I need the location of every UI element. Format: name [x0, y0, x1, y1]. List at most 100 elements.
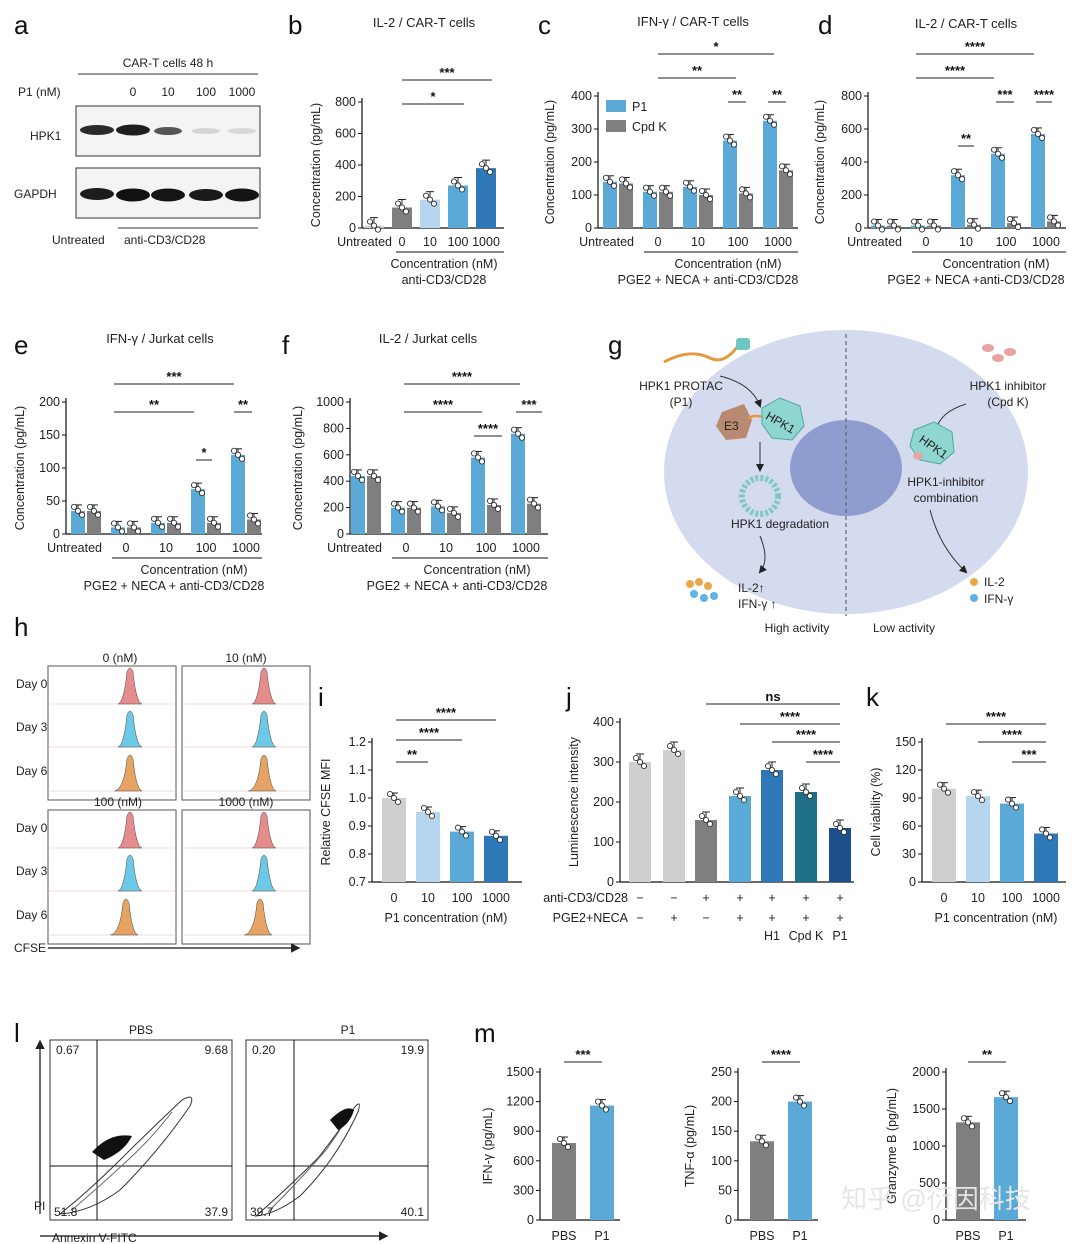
data-point — [366, 468, 374, 475]
y-tick-label: 600 — [335, 127, 356, 141]
y-tick-label: 90 — [902, 791, 916, 805]
data-point — [70, 503, 78, 510]
blot-band — [228, 128, 256, 134]
data-point — [370, 222, 378, 229]
x-tick-label: 10 — [159, 541, 173, 555]
data-point — [398, 508, 406, 515]
data-point — [762, 113, 770, 120]
y-tick-label: 400 — [335, 158, 356, 172]
y-tick-label: 0 — [585, 221, 592, 235]
x-tick-label: 1000 — [1032, 235, 1060, 249]
data-point — [530, 500, 538, 507]
bar — [603, 181, 617, 228]
significance-label: ** — [732, 87, 743, 102]
bar — [994, 1097, 1018, 1220]
data-point — [936, 781, 944, 788]
data-point — [978, 797, 986, 804]
significance-label: *** — [166, 369, 182, 384]
data-point — [438, 507, 446, 514]
chart-m1: 0 300 600 900 1200 1500 IFN-γ (pg/mL) PBS P1 *** — [481, 1047, 620, 1243]
bar — [1000, 803, 1024, 882]
y-tick-label: 400 — [841, 155, 862, 169]
blot-band — [80, 188, 114, 200]
panel-letter-m: m — [474, 1018, 496, 1048]
y-tick-label: 600 — [323, 448, 344, 462]
data-point — [914, 222, 922, 229]
data-point — [154, 519, 162, 526]
bar — [619, 183, 633, 228]
histogram-peak — [248, 754, 277, 792]
bar — [829, 828, 851, 882]
y-tick-label: 0 — [725, 1213, 732, 1227]
protac-molecule-icon — [663, 345, 740, 364]
data-point — [796, 1098, 804, 1105]
data-point — [618, 176, 626, 183]
bar — [643, 191, 657, 228]
x-tick-label: 0 — [399, 235, 406, 249]
x-axis-label-2: PGE2 + NECA +anti-CD3/CD28 — [887, 273, 1064, 287]
y-axis-label: Granzyme B (pg/mL) — [885, 1088, 899, 1204]
histogram-peak — [117, 710, 143, 748]
data-point — [374, 226, 382, 233]
data-point — [458, 186, 466, 193]
blot-p1-label: P1 (nM) — [18, 85, 61, 99]
data-point — [86, 503, 94, 510]
significance-label: ** — [982, 1047, 993, 1062]
x-tick-label: 100 — [996, 235, 1017, 249]
row-label: anti-CD3/CD28 — [543, 891, 628, 905]
data-point — [682, 179, 690, 186]
row3-label: H1 — [764, 929, 780, 943]
hist-title-10: 10 (nM) — [225, 651, 266, 665]
data-point — [666, 742, 674, 750]
data-point — [118, 528, 126, 535]
data-point — [406, 500, 414, 507]
data-point — [918, 226, 926, 233]
row-label: PGE2+NECA — [553, 911, 629, 925]
significance-label: **** — [452, 369, 473, 384]
data-point — [434, 503, 442, 510]
quad-ul-pbs: 0.67 — [56, 1043, 80, 1057]
x-tick-label: 10 — [971, 891, 985, 905]
significance-label: **** — [433, 397, 454, 412]
y-tick-label: 600 — [841, 122, 862, 136]
data-point — [770, 121, 778, 128]
y-tick-label: 150 — [895, 735, 916, 749]
data-point — [926, 218, 934, 225]
significance-label: **** — [813, 747, 834, 762]
x-tick-label: Untreated — [327, 541, 382, 555]
data-point — [686, 183, 694, 190]
data-point — [698, 812, 706, 820]
data-point — [702, 191, 710, 199]
contour-dense-p1 — [330, 1108, 354, 1130]
data-point — [194, 486, 202, 493]
blot-band — [116, 188, 150, 202]
data-point — [742, 190, 750, 197]
data-point — [968, 1123, 976, 1130]
data-point — [1054, 222, 1062, 229]
data-point — [486, 169, 494, 176]
y-tick-label: 0 — [855, 221, 862, 235]
data-point — [450, 509, 458, 516]
data-point — [170, 519, 178, 526]
hist-title-100: 100 (nM) — [94, 795, 142, 809]
histogram-peak — [114, 754, 143, 792]
y-tick-label: 800 — [323, 421, 344, 435]
bar — [763, 120, 777, 228]
significance-label: ** — [407, 747, 418, 762]
row3-label: Cpd K — [789, 929, 824, 943]
blot-row-hpk1: HPK1 — [30, 129, 62, 143]
y-tick-label: 1000 — [912, 1139, 940, 1153]
low-activity: Low activity — [873, 621, 935, 635]
y-axis-label: Cell viability (%) — [869, 768, 883, 857]
y-tick-label: 0 — [607, 875, 614, 889]
y-tick-label: 1.1 — [349, 763, 366, 777]
data-point — [410, 504, 418, 511]
x-axis-label-2: PGE2 + NECA + anti-CD3/CD28 — [84, 579, 265, 593]
y-axis-label: Concentration (pg/mL) — [309, 103, 323, 227]
inhibitor-icon — [1004, 348, 1016, 356]
x-tick-label: 10 — [691, 235, 705, 249]
e3-ligase-icon — [716, 404, 752, 440]
significance-label: *** — [997, 87, 1013, 102]
x-tick-label: P1 — [594, 1229, 609, 1243]
ifn-dot-icon — [700, 594, 708, 602]
